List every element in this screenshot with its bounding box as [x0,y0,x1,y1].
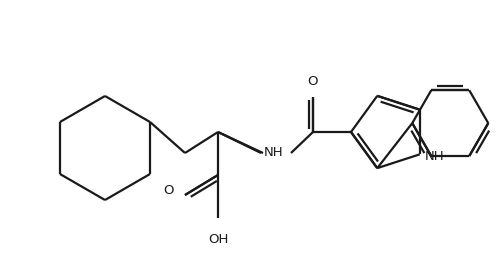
Text: O: O [308,75,318,88]
Text: NH: NH [424,150,444,163]
Text: O: O [164,184,174,197]
Text: NH: NH [264,145,283,158]
Text: OH: OH [208,233,228,246]
